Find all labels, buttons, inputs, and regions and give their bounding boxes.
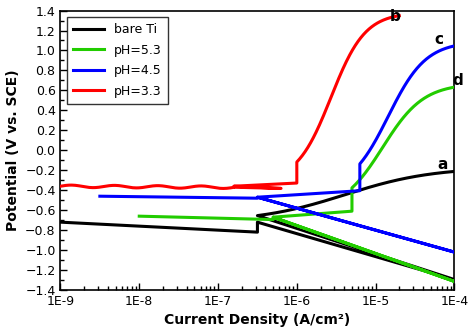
Text: b: b bbox=[390, 9, 401, 24]
pH=3.3 bbox=[153, 184, 158, 188]
pH=4.5 bbox=[331, 216, 337, 220]
Line: pH=3.3: pH=3.3 bbox=[61, 16, 399, 188]
bare Ti bbox=[413, 266, 419, 270]
Text: c: c bbox=[434, 33, 443, 48]
pH=3.3 bbox=[58, 184, 64, 188]
pH=4.5 bbox=[103, 194, 109, 198]
pH=4.5 bbox=[113, 194, 118, 198]
pH=4.5 bbox=[290, 193, 296, 197]
bare Ti bbox=[374, 255, 379, 259]
pH=5.3 bbox=[234, 217, 240, 221]
pH=3.3 bbox=[139, 185, 145, 189]
bare Ti bbox=[452, 277, 457, 281]
bare Ti bbox=[441, 170, 447, 174]
pH=5.3 bbox=[137, 214, 142, 218]
Text: a: a bbox=[437, 157, 447, 172]
bare Ti bbox=[364, 186, 369, 190]
pH=4.5 bbox=[151, 195, 156, 199]
pH=5.3 bbox=[452, 279, 457, 283]
bare Ti bbox=[449, 277, 455, 281]
pH=3.3 bbox=[396, 14, 402, 18]
pH=5.3 bbox=[317, 212, 322, 216]
Line: pH=5.3: pH=5.3 bbox=[139, 87, 455, 281]
bare Ti bbox=[58, 220, 64, 224]
Line: bare Ti: bare Ti bbox=[61, 171, 455, 279]
pH=5.3 bbox=[365, 166, 371, 170]
pH=4.5 bbox=[97, 194, 103, 198]
pH=4.5 bbox=[452, 44, 457, 48]
pH=4.5 bbox=[181, 195, 186, 199]
bare Ti bbox=[452, 169, 457, 173]
Y-axis label: Potential (V vs. SCE): Potential (V vs. SCE) bbox=[6, 70, 19, 231]
X-axis label: Current Density (A/cm²): Current Density (A/cm²) bbox=[164, 313, 351, 327]
pH=5.3 bbox=[392, 258, 398, 262]
pH=3.3 bbox=[310, 136, 316, 140]
Text: d: d bbox=[453, 73, 464, 88]
pH=3.3 bbox=[268, 182, 273, 186]
pH=3.3 bbox=[220, 186, 226, 190]
bare Ti bbox=[370, 254, 375, 258]
pH=4.5 bbox=[452, 250, 457, 254]
pH=5.3 bbox=[452, 85, 457, 89]
Line: pH=4.5: pH=4.5 bbox=[100, 46, 455, 252]
pH=3.3 bbox=[249, 186, 255, 190]
pH=3.3 bbox=[379, 19, 384, 23]
pH=5.3 bbox=[250, 217, 255, 221]
pH=5.3 bbox=[434, 90, 439, 94]
Legend: bare Ti, pH=5.3, pH=4.5, pH=3.3: bare Ti, pH=5.3, pH=4.5, pH=3.3 bbox=[67, 17, 168, 104]
